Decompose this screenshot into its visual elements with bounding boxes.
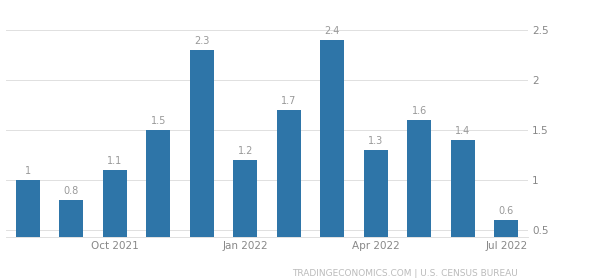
Bar <box>190 50 214 279</box>
Text: 1.2: 1.2 <box>238 146 253 156</box>
Text: 1.4: 1.4 <box>455 126 470 136</box>
Text: 1.3: 1.3 <box>368 136 383 146</box>
Text: 1: 1 <box>25 166 31 176</box>
Text: 0.8: 0.8 <box>64 186 79 196</box>
Bar <box>451 140 475 279</box>
Bar <box>494 220 518 279</box>
Text: 1.1: 1.1 <box>107 156 122 166</box>
Bar <box>16 180 40 279</box>
Text: 2.4: 2.4 <box>325 26 340 36</box>
Bar <box>364 150 388 279</box>
Text: 1.5: 1.5 <box>151 116 166 126</box>
Text: 0.6: 0.6 <box>499 206 514 216</box>
Bar <box>146 130 170 279</box>
Bar <box>59 200 83 279</box>
Bar <box>277 110 301 279</box>
Bar <box>407 120 431 279</box>
Text: 1.7: 1.7 <box>281 96 296 106</box>
Text: 2.3: 2.3 <box>194 36 209 46</box>
Text: TRADINGECONOMICS.COM | U.S. CENSUS BUREAU: TRADINGECONOMICS.COM | U.S. CENSUS BUREA… <box>292 269 518 278</box>
Text: 1.6: 1.6 <box>412 106 427 116</box>
Bar <box>233 160 257 279</box>
Bar <box>103 170 127 279</box>
Bar <box>320 40 344 279</box>
